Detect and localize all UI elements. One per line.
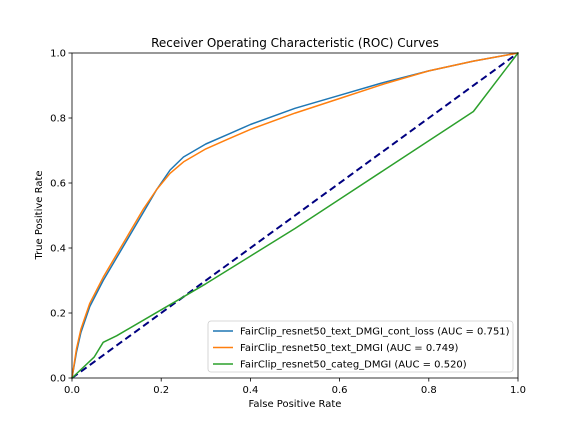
legend: FairClip_resnet50_text_DMGI_cont_loss (A… bbox=[207, 320, 514, 373]
chart-title: Receiver Operating Characteristic (ROC) … bbox=[151, 36, 439, 50]
legend-box bbox=[207, 320, 514, 373]
series-line-3 bbox=[71, 52, 519, 379]
reference-diagonal-line bbox=[71, 52, 519, 379]
x-tick-label: 0.4 bbox=[242, 385, 258, 396]
axes-layer: 0.0 0.2 0.4 0.6 0.8 1.0 0.0 0.2 0.4 0.6 0.8 1.0 bbox=[50, 49, 526, 397]
plot-frame bbox=[71, 52, 519, 379]
x-tick-label: 0.0 bbox=[64, 385, 80, 396]
y-tick-label: 1.0 bbox=[50, 49, 66, 60]
y-axis-label: True Positive Rate bbox=[34, 170, 45, 260]
series-line-2 bbox=[71, 52, 519, 379]
series-line-1 bbox=[71, 52, 519, 379]
legend-label-3: FairClip_resnet50_categ_DMGI (AUC = 0.52… bbox=[240, 360, 467, 371]
x-tick-label: 0.6 bbox=[332, 385, 348, 396]
y-tick-label: 0.2 bbox=[50, 309, 66, 320]
legend-label-2: FairClip_resnet50_text_DMGI (AUC = 0.749… bbox=[240, 343, 458, 354]
legend-label-1: FairClip_resnet50_text_DMGI_cont_loss (A… bbox=[240, 327, 510, 338]
y-tick-label: 0.4 bbox=[50, 244, 66, 255]
x-axis-label: False Positive Rate bbox=[249, 399, 342, 410]
series-layer bbox=[71, 52, 519, 379]
x-tick-label: 1.0 bbox=[510, 385, 526, 396]
x-tick-label: 0.8 bbox=[421, 385, 437, 396]
x-tick-label: 0.2 bbox=[153, 385, 169, 396]
y-tick-label: 0.6 bbox=[50, 179, 66, 190]
y-tick-label: 0.0 bbox=[50, 374, 66, 385]
y-tick-label: 0.8 bbox=[50, 114, 66, 125]
